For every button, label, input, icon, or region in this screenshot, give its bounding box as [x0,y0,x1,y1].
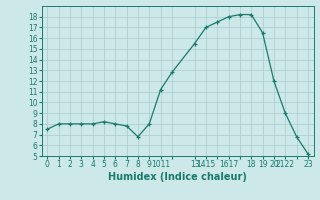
X-axis label: Humidex (Indice chaleur): Humidex (Indice chaleur) [108,172,247,182]
